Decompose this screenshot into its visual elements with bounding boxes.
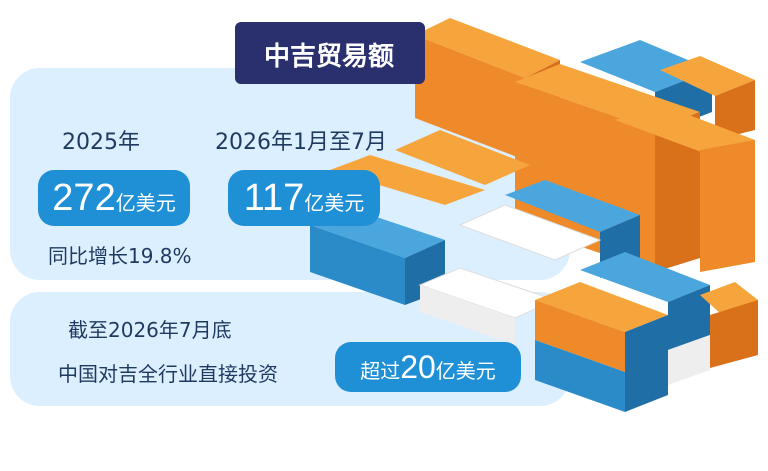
container-side [710, 300, 758, 368]
container-top [535, 282, 668, 332]
container-face [310, 225, 405, 305]
container-face [700, 140, 755, 272]
container-face [535, 300, 625, 372]
investment-label: 中国对吉全行业直接投资 [58, 362, 278, 386]
prefix: 超过 [360, 359, 401, 383]
container-side [655, 112, 700, 272]
container-face [415, 35, 525, 160]
value-pill: 超过 20 亿美元 [335, 342, 521, 392]
container-face [535, 340, 625, 412]
unit: 亿美元 [304, 191, 365, 215]
container-top [395, 130, 530, 185]
value-pill: 272 亿美元 [38, 170, 190, 226]
title-tab [235, 22, 425, 84]
container-top [330, 155, 485, 205]
container-top [505, 180, 640, 232]
container-top [660, 56, 755, 96]
note: 同比增长19.8% [48, 244, 192, 268]
containers [310, 18, 758, 412]
value: 117 [243, 177, 305, 219]
unit: 亿美元 [435, 359, 496, 383]
period: 2026年1月至7月 [215, 130, 387, 155]
container-face [420, 285, 515, 345]
container-top [700, 282, 758, 315]
value: 20 [400, 349, 436, 385]
unit: 亿美元 [115, 191, 176, 215]
container-top [415, 18, 560, 78]
investment-period: 截至2026年7月底 [68, 318, 232, 342]
container-top [580, 252, 710, 302]
period: 2025年 [62, 130, 140, 155]
container-side [715, 80, 755, 140]
container-side [668, 285, 710, 350]
value: 272 [52, 177, 116, 219]
container-top [458, 204, 602, 261]
container-side [625, 315, 668, 412]
value-pill: 117 亿美元 [228, 170, 380, 226]
container-top [615, 104, 755, 156]
title: 中吉贸易额 [264, 42, 395, 72]
container-top [580, 40, 712, 92]
container-side [668, 335, 710, 385]
